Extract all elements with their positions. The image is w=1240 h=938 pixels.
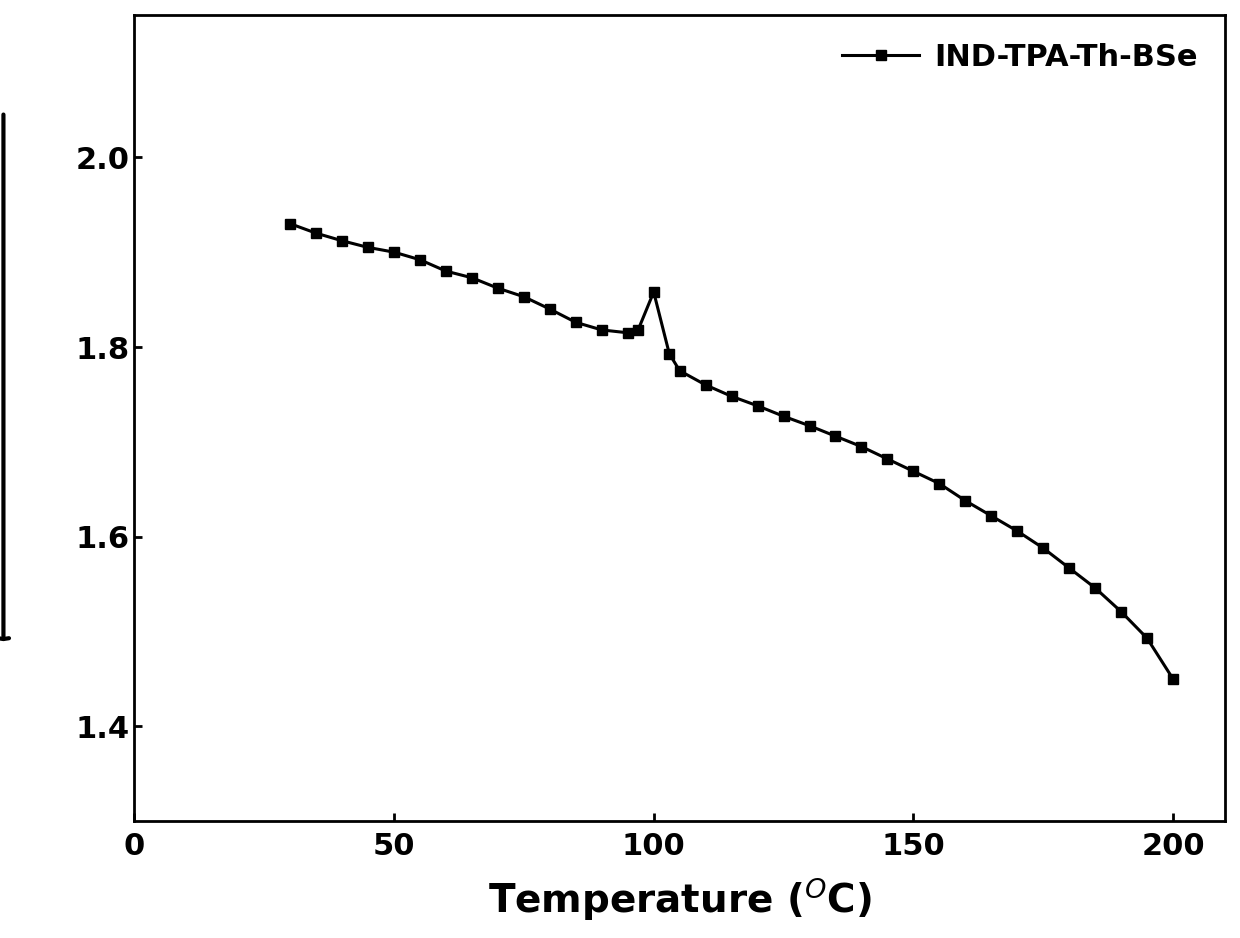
IND-TPA-Th-BSe (932, 478, 947, 490)
IND-TPA-Th-BSe (1061, 563, 1076, 574)
IND-TPA-Th-BSe (361, 242, 376, 253)
IND-TPA-Th-BSe (776, 411, 791, 422)
IND-TPA-Th-BSe (465, 272, 480, 283)
IND-TPA-Th-BSe (309, 228, 324, 239)
IND-TPA-Th-BSe (1166, 673, 1180, 685)
Legend: IND-TPA-Th-BSe: IND-TPA-Th-BSe (830, 30, 1210, 83)
IND-TPA-Th-BSe (387, 247, 402, 258)
IND-TPA-Th-BSe (724, 391, 739, 402)
IND-TPA-Th-BSe (631, 325, 646, 336)
IND-TPA-Th-BSe (335, 235, 350, 247)
IND-TPA-Th-BSe (698, 379, 713, 390)
IND-TPA-Th-BSe (542, 303, 557, 314)
IND-TPA-Th-BSe (828, 431, 843, 442)
IND-TPA-Th-BSe (750, 401, 765, 412)
IND-TPA-Th-BSe (957, 495, 972, 507)
IND-TPA-Th-BSe (854, 441, 869, 452)
IND-TPA-Th-BSe (802, 420, 817, 431)
IND-TPA-Th-BSe (620, 327, 635, 339)
IND-TPA-Th-BSe (516, 291, 531, 302)
IND-TPA-Th-BSe (491, 282, 506, 294)
Line: IND-TPA-Th-BSe: IND-TPA-Th-BSe (285, 219, 1178, 684)
IND-TPA-Th-BSe (413, 254, 428, 265)
X-axis label: Temperature ($^{O}$C): Temperature ($^{O}$C) (487, 875, 872, 923)
IND-TPA-Th-BSe (439, 265, 454, 277)
IND-TPA-Th-BSe (1140, 632, 1154, 643)
IND-TPA-Th-BSe (1087, 582, 1102, 594)
IND-TPA-Th-BSe (1009, 525, 1024, 537)
IND-TPA-Th-BSe (662, 348, 677, 359)
IND-TPA-Th-BSe (568, 317, 583, 328)
IND-TPA-Th-BSe (1114, 606, 1128, 617)
IND-TPA-Th-BSe (906, 465, 921, 477)
IND-TPA-Th-BSe (672, 365, 687, 376)
IND-TPA-Th-BSe (1035, 542, 1050, 553)
IND-TPA-Th-BSe (646, 286, 661, 297)
IND-TPA-Th-BSe (283, 218, 298, 229)
IND-TPA-Th-BSe (880, 453, 895, 464)
IND-TPA-Th-BSe (594, 325, 609, 336)
IND-TPA-Th-BSe (983, 510, 998, 522)
